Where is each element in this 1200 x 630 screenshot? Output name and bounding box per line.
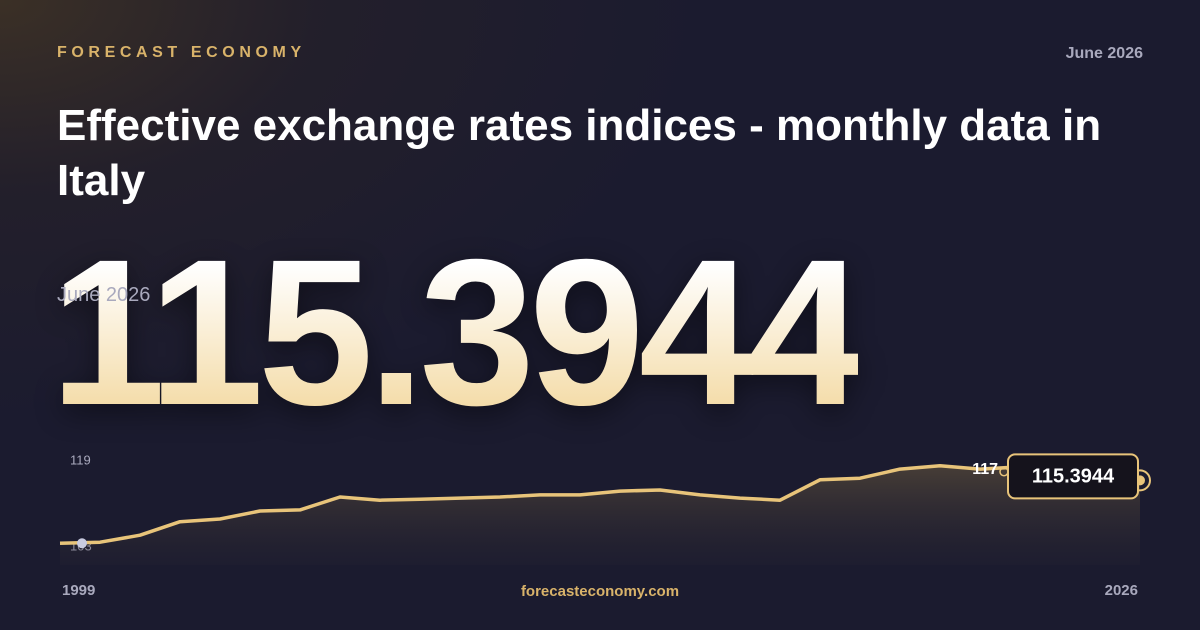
y-tick-label: 119 [70,452,91,467]
title: Effective exchange rates indices - month… [57,101,1102,205]
start-dot [77,538,87,549]
x-tick-label: 1999 [62,582,95,599]
hero-date: June 2026 [57,284,151,306]
callout-box [1007,453,1139,500]
site-url: forecasteconomy.com [520,583,680,600]
annotation-label: 117 [972,461,998,478]
brand: FORECAST ECONOMY [57,44,306,61]
callout-value: 115.3944 [1032,466,1115,488]
line [59,464,1141,545]
date: June 2026 [1065,45,1143,62]
annotation-dot [999,467,1009,477]
hero-value: 115.3944 [50,217,864,449]
area [60,465,1140,565]
x-tick-label: 2026 [1105,582,1138,599]
